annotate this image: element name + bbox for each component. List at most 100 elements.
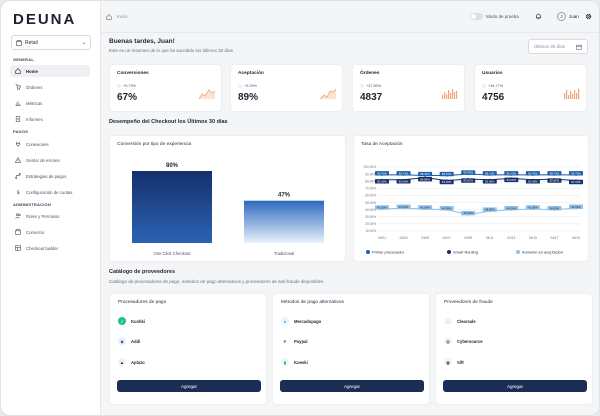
data-label: 89.11% [485, 171, 495, 175]
legend-swatch [516, 250, 520, 254]
x-tick-label: 04/17 [550, 236, 558, 240]
provider-item[interactable]: ◌ Clearsale [444, 316, 584, 326]
chart-icon [15, 101, 21, 106]
data-label: 40.00% [442, 206, 452, 210]
data-label: 42.00% [399, 205, 409, 209]
sidebar-item-gestor-errores[interactable]: Gestor de errores [10, 154, 90, 166]
add-provider-button[interactable]: Agregar [280, 380, 424, 392]
provider-name: Clearsale [457, 318, 476, 324]
acceptance-line-chart: 100.00% 90.00% 80.00% 70.00% 60.00% 50.00% 40.… [363, 165, 583, 255]
top-bar: Inicio Modo de prueba J Juan [101, 1, 599, 33]
provider-card-title: Proveedores de fraude [444, 300, 493, 305]
provider-card-procesadores: Procesadores de pago ✓ Kushki ◆ Addi ▲ Apla… [109, 293, 267, 405]
home-icon [15, 68, 21, 74]
breadcrumb[interactable]: Inicio [117, 14, 128, 19]
provider-item[interactable]: ● Mercadopago [281, 316, 421, 326]
plug-icon [15, 141, 21, 147]
data-label-bg [547, 171, 562, 176]
data-label: 41.00% [377, 206, 387, 210]
date-range-selector[interactable]: Últimos 30 días [528, 39, 588, 54]
data-label-bg [461, 170, 476, 175]
data-label-bg [396, 204, 411, 209]
sift-icon: ◍ [444, 358, 452, 366]
add-provider-button[interactable]: Agregar [443, 380, 587, 392]
data-label-bg [439, 205, 454, 211]
x-tick-label: 04/15 [529, 236, 537, 240]
data-label-bg [525, 205, 540, 210]
greeting-title: Buenas tardes, Juan! [109, 38, 175, 45]
data-label-bg [482, 179, 497, 184]
data-label: 82.81% [550, 179, 560, 183]
data-label: 89.13% [550, 171, 560, 175]
sidebar-item-conexiones[interactable]: Conexiones [10, 138, 90, 150]
trend-icon [482, 84, 486, 88]
data-label: 89.90% [463, 171, 473, 175]
kpi-card-aceptacion: Aceptación +3.29% 89% [230, 64, 343, 112]
provider-item[interactable]: ◎ Cybersource [444, 336, 584, 346]
sidebar-item-informes[interactable]: Informes [10, 113, 90, 125]
sidebar-item-label: Métricas [26, 100, 43, 106]
sidebar-item-checkout-builder[interactable]: Checkout builder [10, 242, 90, 254]
cart-icon [15, 84, 21, 90]
x-tick-label: 04/03 [400, 236, 408, 240]
greeting-subtitle: Este es un resumen de lo que ha sucedido… [109, 48, 233, 53]
sidebar-item-ordenes[interactable]: Órdenes [10, 81, 90, 93]
provider-card-metodos: Métodos de pago alternativos ● Mercadopag… [272, 293, 430, 405]
cybersource-icon: ◎ [444, 337, 452, 345]
provider-card-title: Procesadores de pago [118, 300, 167, 305]
sidebar-item-metricas[interactable]: Métricas [10, 97, 90, 109]
deuna-logo[interactable]: DEUNA [13, 11, 77, 28]
bar-value-label: 47% [278, 193, 291, 199]
kueski-icon: ▮ [281, 358, 289, 366]
provider-item[interactable]: P Paypal [281, 336, 421, 346]
series-line [382, 173, 576, 177]
home-icon[interactable] [106, 14, 112, 20]
legend-label: Primer procesador [372, 250, 405, 255]
legend-swatch [447, 250, 451, 254]
conversion-bar-chart: 80% One Click Checkout 47% Tradicional [132, 163, 324, 256]
data-label: 33.00% [463, 211, 473, 215]
x-tick-label: 04/05 [421, 236, 429, 240]
provider-item[interactable]: ◆ Addi [118, 336, 258, 346]
data-label-bg [569, 204, 583, 209]
kpi-value: 4837 [360, 92, 383, 103]
data-label: 40.00% [507, 206, 517, 210]
data-label-bg [439, 171, 454, 177]
legend-swatch [366, 250, 370, 254]
test-mode-toggle[interactable] [470, 13, 483, 20]
data-label: 89.13% [399, 171, 409, 175]
add-provider-button[interactable]: Agregar [117, 380, 261, 392]
provider-card-title: Métodos de pago alternativos [281, 300, 344, 305]
data-label-bg [396, 179, 411, 184]
data-label-bg [547, 178, 562, 183]
user-name[interactable]: Juan [569, 14, 579, 19]
kpi-change: +34.77% [482, 84, 503, 88]
sidebar-item-home[interactable]: Home [10, 65, 90, 77]
provider-item[interactable]: ◍ Sift [444, 357, 584, 367]
data-label-bg [439, 179, 454, 185]
sidebar-item-comercio[interactable]: Comercio [10, 226, 90, 238]
sidebar-item-estrategias[interactable]: Estrategias de pagos [10, 170, 90, 182]
document-icon [15, 116, 21, 122]
data-label-bg [504, 205, 519, 211]
provider-item[interactable]: ▲ Aplazo [118, 357, 258, 367]
sidebar-item-label: Roles y Permisos [26, 213, 60, 219]
sidebar-item-roles[interactable]: Roles y Permisos [10, 210, 90, 222]
data-label-bg [504, 177, 519, 183]
acceptance-chart-card: Tasa de Aceptación 100.00% 90.00% 80.00% 70… [353, 135, 589, 262]
avatar[interactable]: J [557, 12, 566, 21]
provider-name: Kueski [294, 359, 308, 365]
store-selector[interactable]: Retail ⌄ [11, 35, 91, 50]
provider-item[interactable]: ✓ Kushki [118, 316, 258, 326]
gear-icon[interactable] [585, 13, 592, 20]
category-label: One Click Checkout [153, 251, 191, 256]
sidebar-item-cuotas[interactable]: $ Configuración de cuotas [10, 186, 90, 198]
data-label: 89.20% [528, 171, 538, 175]
data-label-bg [569, 171, 583, 176]
provider-item[interactable]: ▮ Kueski [281, 357, 421, 367]
bell-icon[interactable] [535, 13, 542, 20]
provider-name: Mercadopago [294, 318, 322, 324]
aplazo-icon: ▲ [118, 358, 126, 366]
kpi-change: +5.73% [117, 84, 136, 88]
kpi-change: +3.29% [238, 84, 257, 88]
